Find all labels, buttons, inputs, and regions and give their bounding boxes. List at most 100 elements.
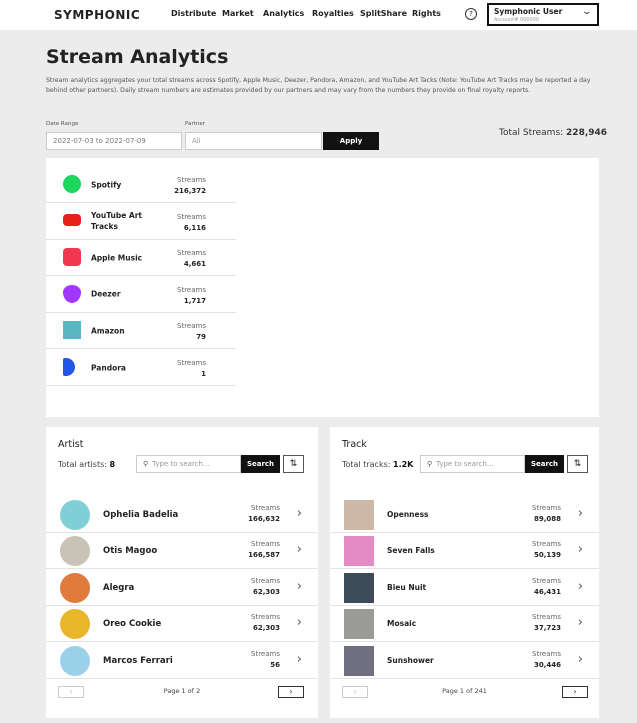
nav-item[interactable]: Royalties <box>312 9 354 18</box>
row-name: Bieu Nuit <box>387 582 427 592</box>
header: SYMPHONIC Distribute Market Analytics Royalt… <box>0 0 637 30</box>
prev-button[interactable]: ‹ <box>58 686 84 698</box>
chart-card: Spotify Streams 216,372 YouTube Art Tracks S… <box>46 158 599 417</box>
partner-icon <box>63 248 81 267</box>
list-row[interactable]: Seven Falls Streams 50,139 › <box>330 533 599 570</box>
artist-avatar <box>60 645 90 676</box>
page-title: Stream Analytics <box>46 46 229 68</box>
row-name: Mosaic <box>387 619 417 629</box>
track-thumbnail <box>344 500 374 530</box>
partner-label: Partner <box>185 121 205 127</box>
list-row[interactable]: Otis Magoo Streams 166,587 › <box>46 533 318 570</box>
streams-label: Streams <box>177 176 206 184</box>
partner-row: Pandora Streams 1 <box>46 350 236 386</box>
total-value: 1.2K <box>393 460 414 469</box>
list-row[interactable]: Ophelia Badelia Streams 166,632 › <box>46 497 318 533</box>
next-button[interactable]: › <box>278 686 304 698</box>
chevron: › <box>577 615 583 631</box>
list-row[interactable]: Oreo Cookie Streams 62,303 › <box>46 606 318 643</box>
list-row[interactable]: Sunshower Streams 30,446 › <box>330 643 599 679</box>
row-name: Sunshower <box>387 655 434 665</box>
partner-name: Amazon <box>91 326 125 336</box>
row-streams: 37,723 <box>533 624 561 633</box>
account-number: Account# 000000 <box>494 17 540 23</box>
row-streams: 46,431 <box>533 587 561 596</box>
page-indicator: Page 1 of 2 <box>163 687 201 695</box>
help-button[interactable]: ? <box>465 8 477 20</box>
row-streams: 62,303 <box>252 624 280 633</box>
partner-icon <box>63 175 81 193</box>
partner-streams: 1,717 <box>183 296 206 305</box>
search-input[interactable]: ⚲ Type to search... <box>420 455 525 473</box>
user-name: Symphonic User <box>494 7 563 16</box>
list-row[interactable]: Openness Streams 89,088 › <box>330 497 599 533</box>
streams-label: Streams <box>177 359 206 367</box>
sort-button[interactable]: ⇅ <box>283 455 304 473</box>
apply-button[interactable]: Apply <box>323 132 379 150</box>
panel-total: Total artists: 8 <box>58 460 115 469</box>
total-label: Total artists: <box>58 460 107 469</box>
partner-streams: 1 <box>201 370 206 378</box>
chevron: › <box>296 542 302 558</box>
artist-avatar <box>60 572 90 603</box>
track-thumbnail <box>344 645 374 676</box>
nav-item[interactable]: Analytics <box>263 9 305 18</box>
list-row[interactable]: Mosaic Streams 37,723 › <box>330 606 599 643</box>
track-thumbnail <box>344 609 374 640</box>
streams-label: Streams <box>177 322 206 331</box>
nav-item[interactable]: SplitShare <box>360 9 408 18</box>
total-label: Total tracks: <box>342 460 391 469</box>
list-row[interactable]: Marcos Ferrari Streams 56 › <box>46 643 318 679</box>
partner-name: Spotify <box>91 180 122 189</box>
chevron: › <box>296 615 302 631</box>
nav-item[interactable]: Rights <box>412 9 441 18</box>
partner-name: Pandora <box>91 363 126 372</box>
page-indicator: Page 1 of 241 <box>442 687 487 695</box>
artist-avatar <box>60 536 90 567</box>
partner-name: Deezer <box>91 289 121 299</box>
partner-name: YouTube Art Tracks <box>91 211 143 232</box>
artists-panel: Artist Total artists: 8 ⚲ Type to search...… <box>46 427 318 718</box>
partner-select[interactable]: All <box>185 132 322 150</box>
chevron: › <box>577 542 583 558</box>
list-row[interactable]: Bieu Nuit Streams 46,431 › <box>330 570 599 606</box>
chevron: › <box>296 651 302 667</box>
user-menu[interactable]: Symphonic User Account# 000000 ⌄ <box>487 3 599 26</box>
row-streams: 166,632 <box>248 515 280 523</box>
partner-streams: 4,661 <box>183 260 206 269</box>
row-name: Otis Magoo <box>103 546 158 557</box>
partner-row: Spotify Streams 216,372 <box>46 167 236 203</box>
partner-row: Amazon Streams 79 <box>46 313 236 350</box>
search-button[interactable]: Search <box>241 455 280 473</box>
search-button[interactable]: Search <box>525 455 564 473</box>
total-streams: Total Streams: 228,946 <box>499 128 607 138</box>
description: Stream analytics aggregates your total s… <box>46 77 591 94</box>
chevron: › <box>296 578 302 594</box>
search-input[interactable]: ⚲ Type to search... <box>136 455 241 473</box>
logo[interactable]: SYMPHONIC <box>54 8 141 22</box>
total-value: 8 <box>109 460 116 469</box>
search-icon: ⚲ <box>427 460 433 468</box>
panel-total: Total tracks: 1.2K <box>342 460 413 469</box>
streams-label: Streams <box>532 613 561 622</box>
search-placeholder: Type to search... <box>152 460 210 468</box>
partner-streams: 79 <box>196 333 206 342</box>
sort-button[interactable]: ⇅ <box>567 455 588 473</box>
total-streams-label: Total Streams: <box>499 128 564 138</box>
streams-label: Streams <box>177 249 206 258</box>
row-streams: 166,587 <box>248 551 280 560</box>
row-name: Seven Falls <box>387 546 435 556</box>
next-button[interactable]: › <box>562 686 588 698</box>
prev-button[interactable]: ‹ <box>342 686 368 698</box>
nav-item[interactable]: Market <box>222 9 254 18</box>
search-placeholder: Type to search... <box>436 460 494 468</box>
nav-item[interactable]: Distribute <box>171 9 217 18</box>
streams-label: Streams <box>532 649 561 658</box>
date-input[interactable]: 2022-07-03 to 2022-07-09 <box>46 132 182 150</box>
chevron: › <box>577 506 583 521</box>
list-row[interactable]: Alegra Streams 62,303 › <box>46 570 318 606</box>
streams-label: Streams <box>532 576 561 585</box>
streams-label: Streams <box>251 504 280 512</box>
row-name: Oreo Cookie <box>103 619 162 630</box>
